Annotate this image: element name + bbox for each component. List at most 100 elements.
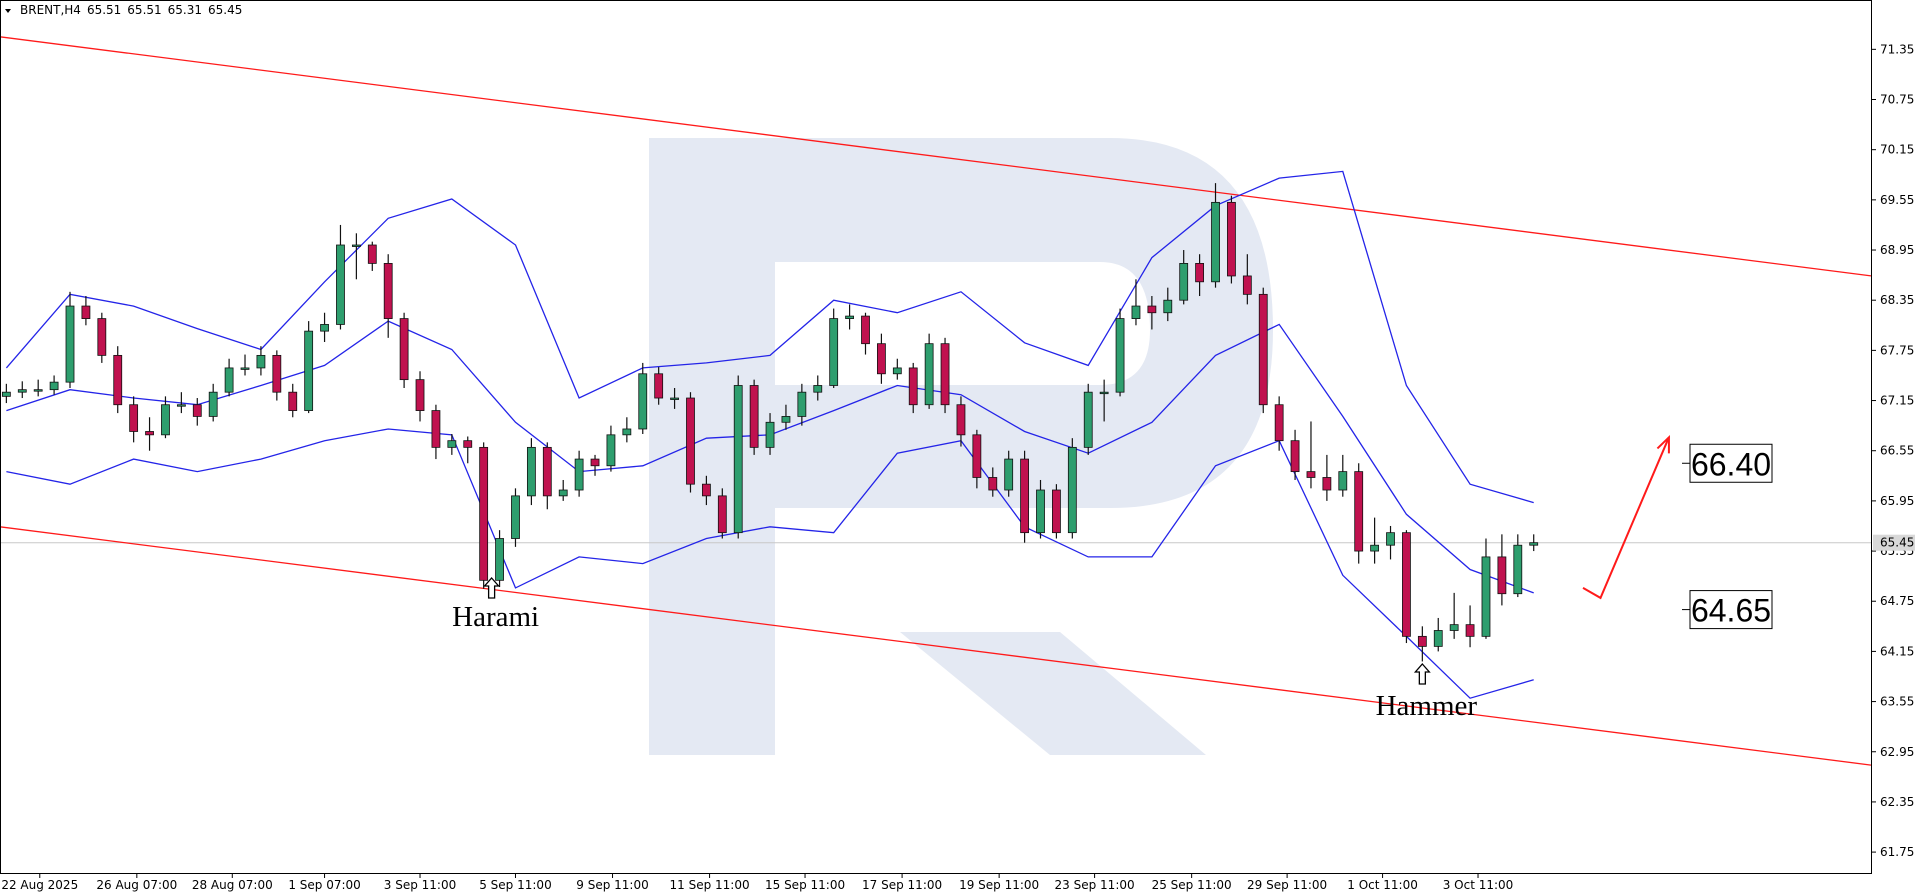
candle-body — [1433, 630, 1443, 647]
candle-body — [781, 416, 791, 423]
candle-body — [1306, 471, 1316, 478]
candle-body — [1163, 299, 1173, 314]
y-tick-label: 61.75 — [1880, 845, 1914, 859]
candle-body — [256, 354, 266, 369]
candle-body — [49, 381, 59, 391]
candle-body — [1052, 489, 1061, 534]
candle-body — [861, 315, 870, 345]
candle-body — [272, 354, 282, 393]
candle-body — [1004, 458, 1014, 491]
candle-body — [1115, 318, 1125, 393]
candle-body — [1147, 305, 1157, 314]
x-tick-label: 23 Sep 11:00 — [1055, 878, 1135, 892]
candle-body — [1513, 544, 1523, 595]
candle-body — [479, 446, 489, 581]
y-tick-label: 62.35 — [1880, 795, 1914, 809]
candle-body — [1402, 532, 1411, 637]
x-tick-label: 22 Aug 2025 — [1, 878, 78, 892]
level-label: 66.40 — [1691, 446, 1771, 482]
forecast-arrowhead — [1656, 434, 1670, 454]
y-tick-label: 64.15 — [1880, 644, 1914, 658]
candle-body — [622, 428, 632, 436]
candle-body — [654, 373, 664, 399]
y-tick-label: 68.95 — [1880, 243, 1914, 257]
candle-body — [542, 446, 552, 497]
candle-body — [1131, 305, 1141, 319]
x-tick-label: 11 Sep 11:00 — [670, 878, 750, 892]
candle-body — [320, 324, 329, 332]
candle-body — [81, 305, 91, 319]
plot-area — [0, 36, 1872, 766]
candle-body — [877, 343, 886, 375]
y-tick-label: 62.95 — [1880, 745, 1914, 759]
y-tick-label: 68.35 — [1880, 293, 1914, 307]
header: BRENT,H4 65.51 65.51 65.31 65.45 — [20, 3, 242, 17]
x-tick-label: 25 Sep 11:00 — [1152, 878, 1232, 892]
candle-body — [526, 446, 536, 497]
candle-body — [1036, 489, 1045, 534]
candle-body — [1067, 446, 1077, 534]
annotation-label: Harami — [452, 601, 539, 633]
x-tick-label: 15 Sep 11:00 — [765, 878, 845, 892]
candle-body — [161, 404, 170, 436]
candle-body — [1417, 635, 1427, 647]
candle-body — [495, 538, 504, 581]
candle-body — [1481, 556, 1491, 637]
candle-body — [1370, 544, 1380, 552]
header-price: 65.45 — [208, 3, 242, 17]
candle-body — [511, 495, 520, 539]
candle-body — [558, 489, 568, 497]
candle-body — [224, 367, 234, 393]
candle-body — [733, 385, 743, 534]
candle-body — [606, 434, 616, 467]
candle-body — [988, 477, 998, 491]
candle-body — [765, 421, 775, 448]
candle-body — [1274, 404, 1284, 442]
candle-body — [33, 389, 43, 392]
candle-body — [113, 354, 123, 406]
candle-body — [240, 367, 250, 370]
candle-body — [304, 330, 314, 411]
candle-body — [336, 244, 345, 325]
candle-body — [129, 404, 139, 432]
candle-body — [701, 483, 711, 497]
candle-body — [463, 440, 473, 448]
candle-body — [65, 305, 75, 383]
y-tick-label: 71.35 — [1880, 42, 1914, 56]
level-box — [1689, 443, 1773, 483]
candle-body — [1338, 471, 1348, 491]
y-tick-label: 70.15 — [1880, 143, 1914, 157]
candle-body — [1227, 201, 1236, 277]
candle-body — [1242, 275, 1252, 295]
annotation-arrow — [1413, 663, 1431, 685]
candle-body — [447, 440, 457, 448]
y-tick-label: 64.75 — [1880, 594, 1914, 608]
channel-line — [0, 526, 1872, 766]
candle-body — [17, 389, 27, 393]
level-box — [1689, 590, 1773, 630]
candle-body — [1322, 477, 1332, 491]
last-price-box — [1873, 534, 1915, 551]
candle-body — [1211, 201, 1220, 283]
candle-body — [590, 458, 600, 467]
candle-body — [1195, 263, 1205, 283]
y-tick-label: 70.75 — [1880, 93, 1914, 107]
candle-body — [638, 373, 648, 430]
candle-body — [399, 318, 409, 381]
channel-line — [0, 36, 1872, 277]
candle-body — [1179, 263, 1189, 301]
level-label: 64.65 — [1691, 593, 1771, 629]
candle-body — [956, 404, 966, 436]
candle-body — [1258, 293, 1268, 406]
annotation-arrow — [483, 577, 501, 599]
candle-body — [1099, 391, 1109, 395]
x-tick-label: 28 Aug 07:00 — [192, 878, 273, 892]
y-tick-label: 65.95 — [1880, 494, 1914, 508]
plot-border — [0, 0, 1872, 874]
header-price: 65.51 — [127, 3, 161, 17]
candle-body — [940, 343, 950, 406]
candle-body — [813, 385, 823, 393]
header-price: 65.31 — [168, 3, 202, 17]
